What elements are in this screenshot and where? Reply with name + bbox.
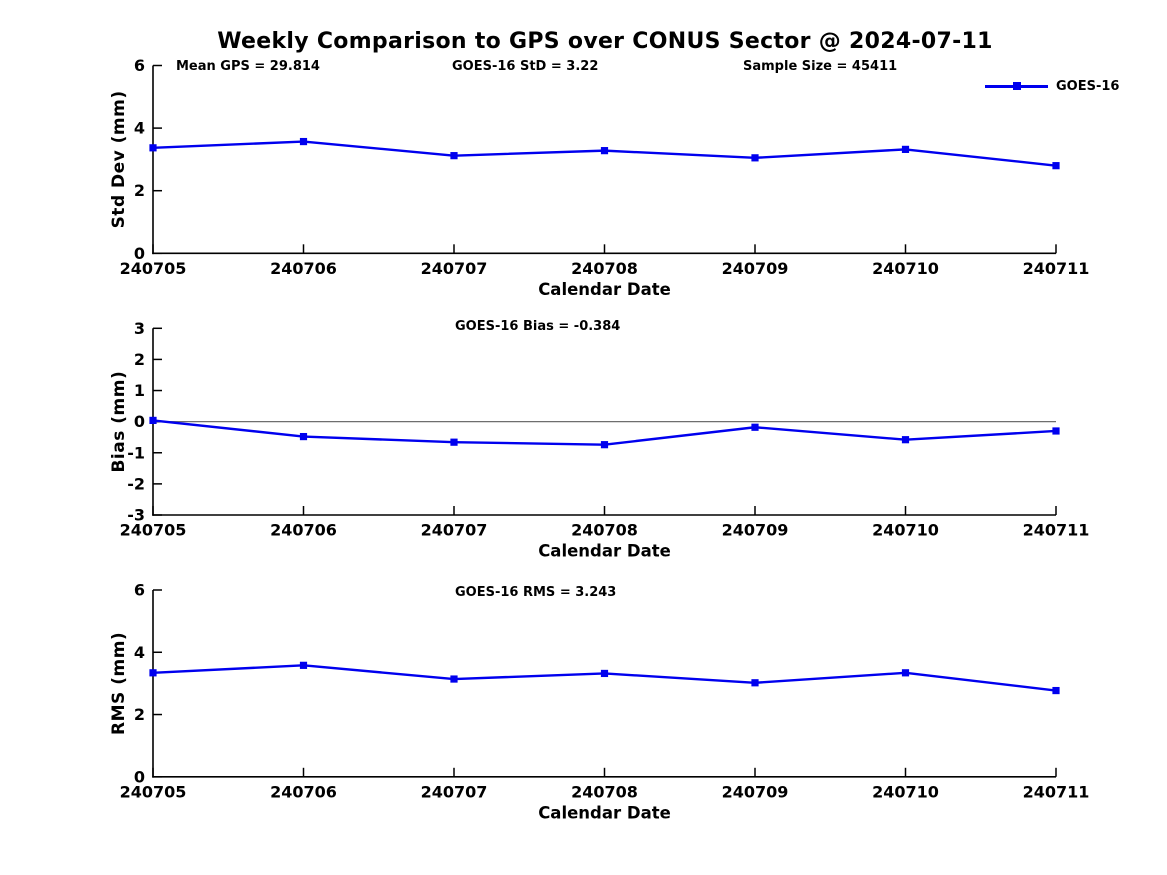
annotation-goes16-std: GOES-16 StD = 3.22: [452, 59, 599, 74]
y-tick-label: -3: [127, 506, 145, 525]
x-axis-label: Calendar Date: [538, 280, 671, 299]
y-axis-label: Bias (mm): [109, 371, 129, 473]
series-marker: [149, 669, 157, 677]
legend-label: GOES-16: [1056, 78, 1120, 94]
series-marker: [450, 152, 458, 160]
x-tick-label: 240706: [270, 782, 337, 801]
series-marker: [299, 661, 308, 669]
series-line-goes-16: [152, 419, 1057, 446]
y-tick-label: -2: [127, 474, 145, 493]
y-tick-label: 4: [134, 643, 145, 662]
x-tick-label: 240707: [421, 259, 488, 278]
x-tick-label: 240711: [1023, 259, 1090, 278]
subplot-bias: -3 -2 -1 0 1 2 3 240705 240706 240707 240708 240709…: [109, 319, 1089, 561]
series-marker: [149, 416, 157, 425]
x-tick-label: 240709: [722, 782, 789, 801]
series-marker: [901, 436, 910, 444]
x-tick-label: 240709: [722, 521, 789, 540]
x-tick-label: 240711: [1023, 782, 1090, 801]
y-tick-label: 0: [134, 412, 145, 431]
y-tick-label: 0: [134, 244, 145, 263]
annotation-mean-gps: Mean GPS = 29.814: [176, 59, 320, 74]
y-tick-label: 6: [134, 56, 145, 75]
series-marker: [299, 137, 308, 146]
series-marker: [149, 144, 157, 152]
y-tick-label: 3: [134, 319, 145, 338]
x-tick-label: 240706: [270, 259, 337, 278]
series-line-goes-16: [152, 664, 1057, 692]
y-tick-label: -1: [127, 443, 145, 462]
series-marker: [751, 423, 759, 431]
series-marker: [600, 669, 609, 678]
x-tick-label: 240708: [571, 521, 638, 540]
series-marker: [600, 147, 609, 155]
y-tick-label: 2: [134, 181, 145, 200]
series-marker: [299, 432, 308, 441]
annotation-sample-size: Sample Size = 45411: [743, 59, 898, 74]
annotation-goes16-rms: GOES-16 RMS = 3.243: [455, 585, 617, 600]
x-tick-label: 240705: [120, 259, 187, 278]
series-marker: [1052, 162, 1060, 170]
series-marker: [450, 675, 458, 683]
x-tick-label: 240707: [421, 782, 488, 801]
y-tick-label: 6: [134, 581, 145, 600]
legend-square-marker-icon: [1013, 82, 1021, 90]
annotation-goes16-bias: GOES-16 Bias = -0.384: [455, 319, 621, 334]
series-marker: [1052, 427, 1060, 435]
legend-line-sample: [985, 82, 1048, 90]
page-title: Weekly Comparison to GPS over CONUS Sect…: [217, 29, 993, 54]
x-tick-label: 240705: [120, 782, 187, 801]
x-axis-label: Calendar Date: [538, 542, 671, 561]
y-tick-label: 2: [134, 350, 145, 369]
x-tick-label: 240707: [421, 521, 488, 540]
y-tick-label: 4: [134, 119, 145, 138]
series-marker: [600, 441, 609, 449]
y-axis-label: RMS (mm): [109, 632, 129, 735]
x-tick-label: 240708: [571, 782, 638, 801]
x-tick-label: 240709: [722, 259, 789, 278]
x-tick-label: 240710: [872, 259, 939, 278]
x-tick-label: 240706: [270, 521, 337, 540]
x-tick-label: 240710: [872, 782, 939, 801]
x-tick-label: 240708: [571, 259, 638, 278]
subplot-std-dev: 0 2 4 6 240705 240706 240707 240708 240709 240710…: [109, 56, 1089, 299]
y-axis-label: Std Dev (mm): [109, 90, 129, 228]
series-marker: [751, 679, 759, 687]
x-tick-label: 240711: [1023, 521, 1090, 540]
series-marker: [901, 669, 910, 677]
series-marker: [751, 154, 759, 162]
series-marker: [901, 145, 910, 153]
x-axis-label: Calendar Date: [538, 803, 671, 822]
legend: GOES-16: [985, 78, 1120, 94]
y-tick-label: 2: [134, 705, 145, 724]
x-tick-label: 240705: [120, 521, 187, 540]
subplot-rms: 0 2 4 6 240705 240706 240707 240708 240709 240710…: [109, 581, 1089, 823]
y-tick-label: 1: [134, 381, 145, 400]
series-marker: [450, 438, 458, 446]
y-tick-label: 0: [134, 767, 145, 786]
series-marker: [1052, 686, 1060, 695]
x-tick-label: 240710: [872, 521, 939, 540]
